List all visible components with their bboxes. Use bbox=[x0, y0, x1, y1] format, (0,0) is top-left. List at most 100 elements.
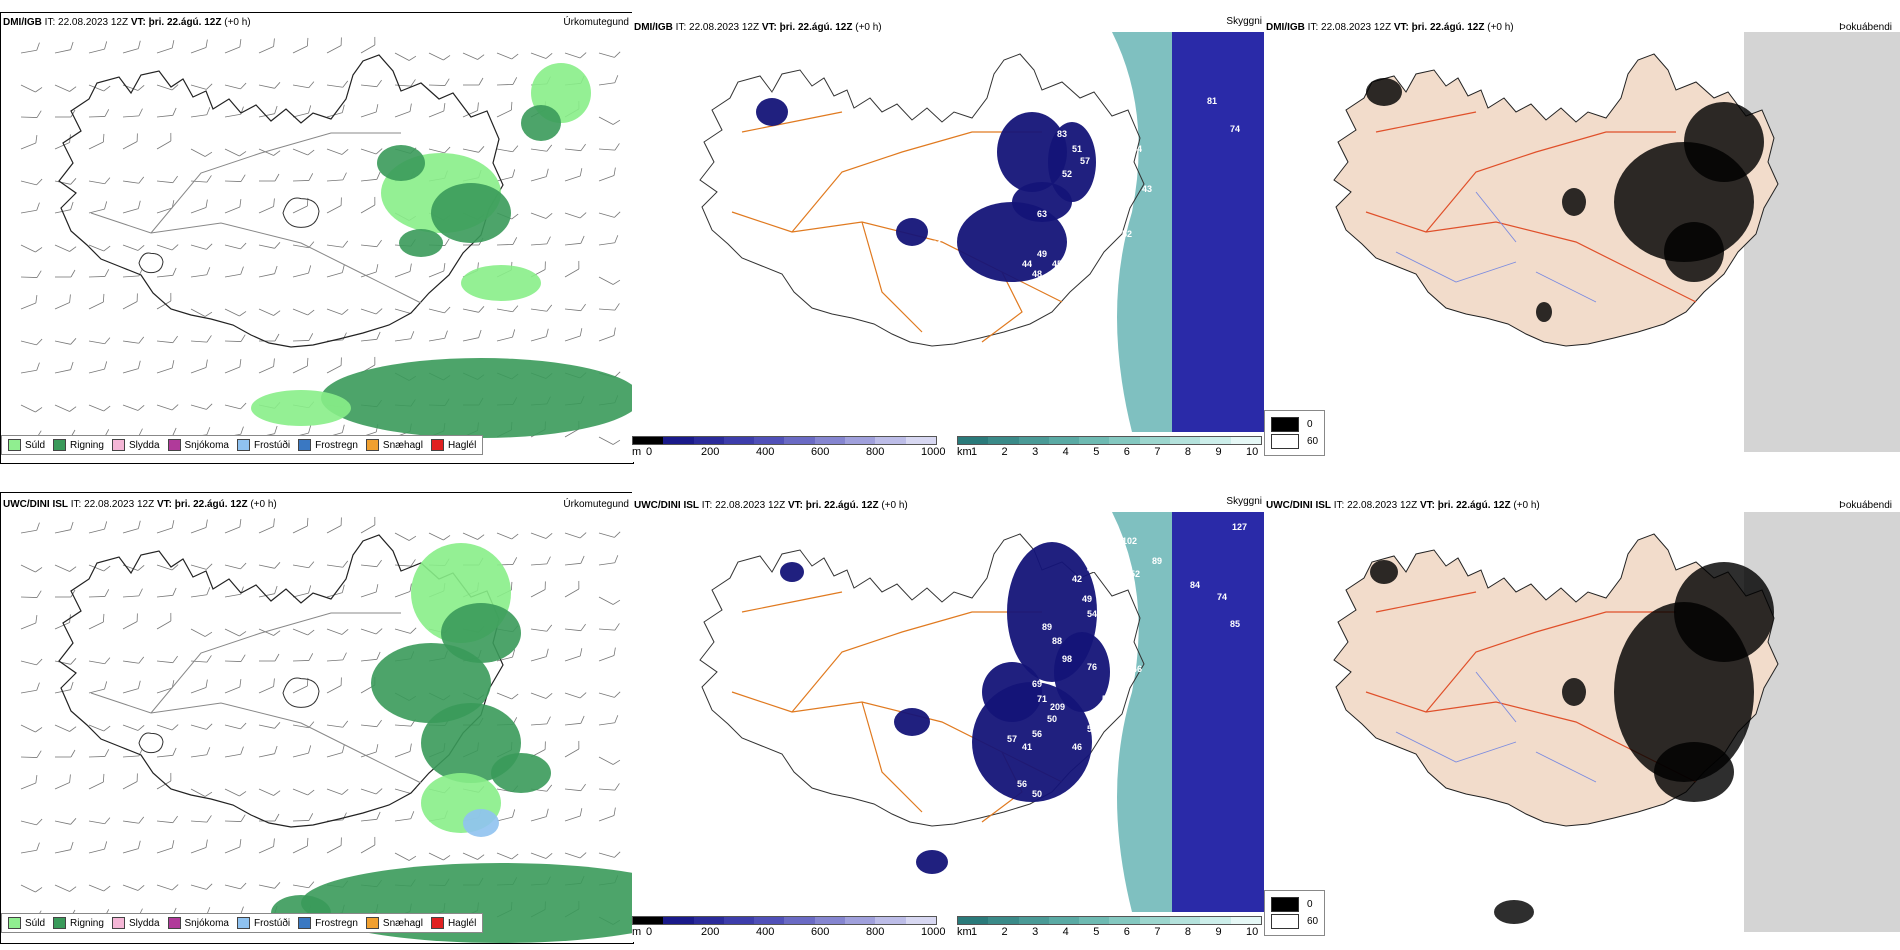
colorbar-tick-label: 600 bbox=[811, 926, 830, 938]
wind-barb bbox=[224, 518, 242, 534]
wind-barb bbox=[462, 146, 485, 153]
wind-barb bbox=[190, 747, 211, 758]
colorbar-tick-label: 600 bbox=[811, 446, 830, 458]
wind-barb bbox=[292, 628, 315, 636]
wind-barb bbox=[360, 788, 383, 795]
wind-barb bbox=[224, 882, 247, 890]
colorbar-segment bbox=[845, 917, 876, 924]
colorbar-segment bbox=[723, 437, 755, 444]
wind-barb bbox=[258, 198, 275, 214]
colorbar-segment bbox=[875, 437, 906, 444]
wind-barb bbox=[394, 852, 417, 861]
colorbar-tick-label: 8 bbox=[1184, 446, 1191, 458]
wind-barb bbox=[88, 244, 111, 252]
cloud-height-label: 57 bbox=[1080, 156, 1090, 166]
wind-barb bbox=[54, 841, 74, 854]
colorbar-tick-label: 2 bbox=[1001, 926, 1008, 938]
wind-barb bbox=[54, 84, 77, 92]
legend-label: Haglél bbox=[447, 917, 477, 929]
wind-barb bbox=[54, 178, 77, 185]
wind-barb bbox=[496, 145, 519, 153]
wind-barb bbox=[190, 267, 211, 278]
wind-barb bbox=[428, 146, 451, 154]
colorbar-ticks: m 0 200 400 600 800 1000 bbox=[632, 445, 945, 458]
wind-barb bbox=[564, 808, 583, 822]
wind-barb bbox=[55, 109, 76, 118]
legend-swatch bbox=[298, 439, 312, 451]
it-value: 22.08.2023 12Z bbox=[689, 22, 760, 33]
smoke-legend-item: 0 bbox=[1271, 897, 1318, 912]
wind-barb bbox=[428, 330, 448, 342]
wind-barb bbox=[292, 721, 315, 729]
wind-barb bbox=[20, 338, 43, 346]
colorbar-segment bbox=[663, 437, 694, 444]
wind-barb bbox=[564, 692, 587, 699]
wind-barb bbox=[394, 532, 417, 541]
cloud-height-label: 41 bbox=[1022, 742, 1032, 752]
wind-barb bbox=[20, 818, 43, 826]
wind-barb bbox=[190, 107, 211, 118]
precip-legend-item: Súld bbox=[8, 917, 45, 929]
wind-barb bbox=[20, 590, 42, 598]
vt-value: þri. 22.ágú. 12Z bbox=[1411, 22, 1485, 33]
wind-barb bbox=[292, 148, 315, 156]
fog-index-area bbox=[1366, 78, 1402, 106]
legend-swatch bbox=[1271, 897, 1299, 912]
wind-barb bbox=[258, 265, 278, 278]
wind-barb bbox=[190, 199, 208, 214]
wind-barb bbox=[55, 269, 76, 278]
precip-legend-item: Frostúði bbox=[236, 439, 290, 451]
vt-value: þri. 22.ágú. 12Z bbox=[1437, 500, 1511, 511]
wind-barb bbox=[122, 613, 138, 630]
wind-barb bbox=[20, 202, 40, 214]
wind-barb bbox=[326, 308, 349, 315]
road bbox=[861, 221, 923, 333]
wind-barb bbox=[122, 244, 145, 251]
colorbar-segment bbox=[693, 437, 724, 444]
legend-swatch bbox=[298, 917, 312, 929]
wind-barb bbox=[530, 212, 553, 219]
wind-barb bbox=[20, 270, 42, 278]
wind-barb bbox=[224, 242, 247, 250]
wind-barb bbox=[394, 743, 412, 758]
wind-barb bbox=[326, 37, 342, 54]
colorbar-segment bbox=[1170, 437, 1201, 444]
wind-barb bbox=[496, 305, 519, 313]
cloud-height-label: 51 bbox=[1087, 724, 1097, 734]
wind-barb bbox=[292, 333, 314, 342]
wind-barb bbox=[156, 724, 179, 731]
colorbar-strip bbox=[632, 916, 937, 925]
wind-barb bbox=[88, 749, 110, 758]
wind-barb bbox=[88, 681, 108, 694]
legend-label: Frostregn bbox=[315, 439, 358, 451]
wind-barb bbox=[462, 852, 485, 860]
cloud-height-label: 71 bbox=[1037, 694, 1047, 704]
wind-barb bbox=[360, 331, 381, 342]
precip-legend-item: Snjókoma bbox=[167, 439, 229, 451]
wind-barb bbox=[292, 837, 309, 854]
cloud-height-label: 117 bbox=[1177, 504, 1192, 514]
precip-legend-item: Frostregn bbox=[298, 917, 358, 929]
colorbar-segment bbox=[754, 437, 785, 444]
wind-barb bbox=[530, 648, 549, 662]
colorbar-ticks: km 1 2 3 4 5 6 7 8 9 10 bbox=[957, 445, 1262, 458]
wind-barb bbox=[292, 197, 309, 214]
wind-barb bbox=[88, 589, 110, 598]
wind-barb bbox=[54, 338, 77, 345]
wind-barb bbox=[462, 306, 485, 313]
sea-fog-area bbox=[1172, 512, 1264, 912]
wind-barb bbox=[598, 851, 621, 858]
wind-barb bbox=[258, 722, 281, 729]
wind-barb bbox=[20, 134, 38, 150]
road bbox=[150, 612, 401, 714]
colorbar-segment bbox=[633, 437, 664, 444]
wind-barb bbox=[20, 842, 40, 854]
wind-barb bbox=[496, 809, 516, 822]
wind-barb bbox=[54, 884, 77, 892]
smoke-legend: 0 60 bbox=[1264, 410, 1326, 456]
wind-barb bbox=[122, 360, 141, 374]
legend-label: 0 bbox=[1307, 899, 1313, 910]
colorbar-segment bbox=[905, 917, 936, 924]
